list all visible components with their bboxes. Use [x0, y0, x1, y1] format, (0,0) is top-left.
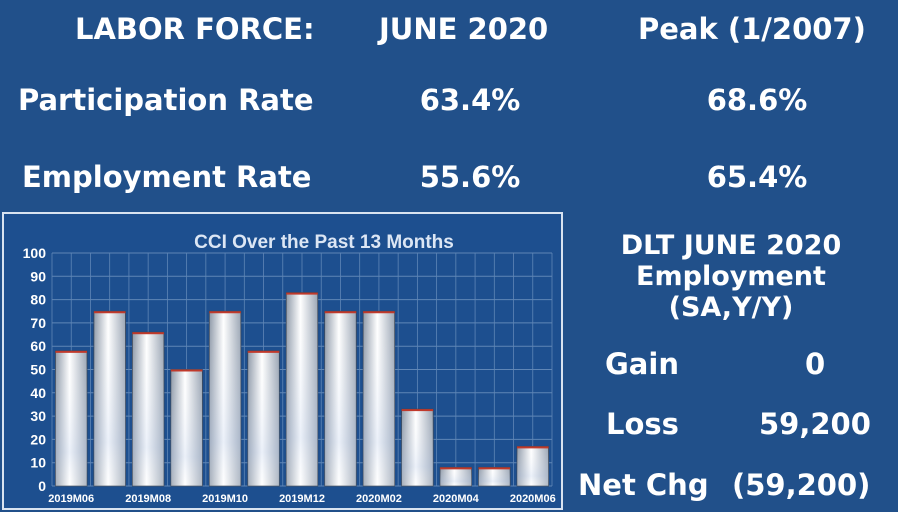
x-tick-label: 2020M04	[433, 493, 480, 505]
y-tick-label: 0	[38, 478, 46, 494]
bar-top-accent	[324, 311, 357, 314]
cci-chart-panel: CCI Over the Past 13 Months 0 10 20 30 40 50 6…	[2, 212, 563, 510]
net-change-value: (59,200)	[732, 468, 871, 502]
y-tick-label: 40	[30, 385, 46, 401]
bar-shine	[286, 292, 318, 486]
y-tick-label: 50	[30, 362, 46, 378]
bar-2019M06	[55, 350, 88, 487]
employment-rate-current: 55.6%	[419, 160, 521, 194]
x-tick-label: 2019M10	[202, 493, 248, 505]
bar-2019M10	[208, 310, 242, 487]
loss-label: Loss	[606, 407, 679, 441]
bar-2020M01	[324, 310, 357, 487]
employment-rate-label: Employment Rate	[22, 160, 312, 194]
bar-shine	[247, 350, 280, 486]
gain-value: 0	[805, 347, 826, 381]
bar-2020M06	[516, 445, 549, 487]
peak-header: Peak (1/2007)	[638, 12, 866, 46]
participation-rate-label: Participation Rate	[18, 83, 314, 117]
y-tick-label: 10	[30, 455, 46, 471]
labor-force-title: LABOR FORCE:	[75, 12, 315, 46]
gain-label: Gain	[605, 347, 679, 381]
bar-shine	[478, 467, 511, 486]
bar-shine	[324, 311, 357, 486]
y-tick-label: 60	[30, 338, 46, 354]
x-tick-label: 2019M06	[48, 493, 94, 505]
bar-2020M02	[362, 310, 396, 487]
bar-top-accent	[93, 311, 126, 314]
x-tick-label: 2020M06	[510, 493, 556, 505]
dlt-title-line1: DLT JUNE 2020	[620, 230, 842, 261]
bar-top-accent	[401, 409, 434, 412]
bar-2019M09	[170, 369, 203, 487]
bar-2019M08	[131, 331, 165, 487]
bar-top-accent	[517, 446, 549, 449]
bar-top-accent	[286, 292, 318, 295]
chart-title: CCI Over the Past 13 Months	[194, 232, 454, 253]
y-tick-label: 70	[30, 315, 46, 331]
bar-top-accent	[363, 311, 395, 314]
participation-rate-current: 63.4%	[419, 83, 521, 117]
bar-shine	[132, 332, 164, 486]
y-tick-label: 80	[30, 292, 46, 308]
bar-2019M12	[285, 292, 319, 487]
x-tick-label: 2020M02	[356, 493, 402, 505]
bar-top-accent	[132, 332, 164, 335]
cci-chart: CCI Over the Past 13 Months 0 10 20 30 40 50 6…	[23, 232, 556, 505]
bar-shine	[209, 311, 241, 486]
bar-top-accent	[170, 369, 203, 372]
x-tick-label: 2019M12	[279, 493, 325, 505]
bar-shine	[55, 350, 87, 486]
bar-top-accent	[478, 467, 511, 470]
employment-rate-peak: 65.4%	[706, 160, 808, 194]
bar-2020M05	[478, 466, 511, 487]
june-2020-header: JUNE 2020	[379, 12, 549, 46]
bar-top-accent	[247, 350, 280, 353]
bar-2019M11	[247, 350, 280, 487]
loss-value: 59,200	[759, 407, 871, 441]
net-change-label: Net Chg	[578, 468, 709, 502]
x-tick-label: 2019M08	[125, 493, 171, 505]
bar-2020M03	[401, 408, 434, 487]
y-tick-label: 20	[30, 431, 46, 447]
bar-top-accent	[209, 311, 241, 314]
dlt-title-line2: Employment	[636, 261, 826, 292]
y-tick-label: 30	[30, 408, 46, 424]
y-tick-label: 90	[30, 268, 46, 284]
participation-rate-peak: 68.6%	[706, 83, 808, 117]
bar-shine	[170, 369, 203, 486]
bar-2019M07	[93, 310, 126, 487]
y-tick-label: 100	[23, 245, 47, 261]
bar-shine	[93, 311, 126, 486]
bar-top-accent	[55, 350, 87, 353]
bar-shine	[440, 467, 472, 486]
bar-shine	[363, 311, 395, 486]
bar-top-accent	[440, 467, 472, 470]
bar-2020M04	[439, 466, 473, 487]
bar-shine	[517, 446, 549, 486]
dlt-title-line3: (SA,Y/Y)	[668, 292, 794, 323]
bar-shine	[401, 409, 434, 486]
